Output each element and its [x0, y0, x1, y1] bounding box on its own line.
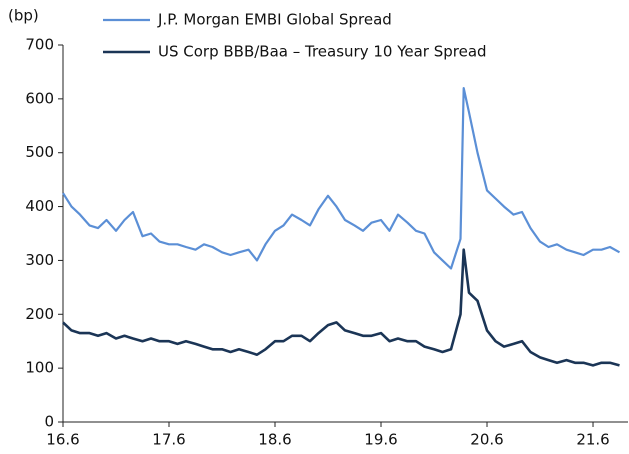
x-tick-label: 16.6: [46, 431, 79, 449]
y-tick-label: 400: [25, 197, 54, 215]
legend-label: US Corp BBB/Baa – Treasury 10 Year Sprea…: [158, 43, 487, 61]
y-tick-label: 100: [25, 359, 54, 377]
y-tick-label: 300: [25, 251, 54, 269]
x-tick-label: 20.6: [470, 431, 503, 449]
x-tick-label: 18.6: [258, 431, 291, 449]
y-tick-label: 600: [25, 89, 54, 107]
series-line: [62, 87, 621, 270]
legend-label: J.P. Morgan EMBI Global Spread: [157, 11, 392, 29]
series-line: [62, 248, 620, 367]
y-unit-label: (bp): [8, 7, 39, 25]
x-tick-label: 21.6: [576, 431, 609, 449]
x-tick-label: 17.6: [152, 431, 185, 449]
y-tick-label: 700: [25, 36, 54, 54]
y-tick-label: 200: [25, 305, 54, 323]
y-tick-label: 0: [44, 413, 54, 431]
x-tick-label: 19.6: [364, 431, 397, 449]
y-tick-label: 500: [25, 143, 54, 161]
